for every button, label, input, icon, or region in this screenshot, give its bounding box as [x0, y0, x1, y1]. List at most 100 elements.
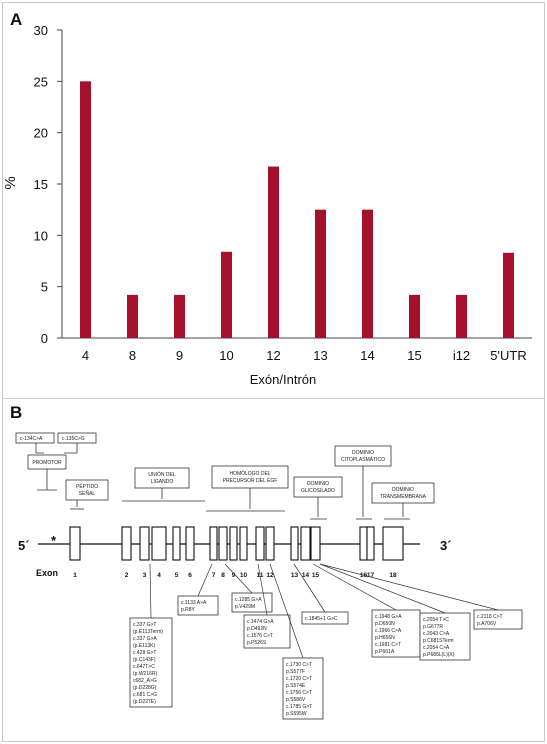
exon-number-1: 1 — [73, 572, 77, 579]
mutation-leader — [319, 563, 446, 614]
ligand-binding-label-2: LIGANDO — [151, 479, 174, 485]
x-axis-label: Exón/Intrón — [250, 372, 317, 387]
mutation-text: p.A706V — [477, 621, 497, 627]
exon-2 — [121, 526, 132, 561]
bar-4 — [80, 81, 91, 338]
y-axis-label: % — [2, 176, 19, 189]
y-tick-label: 15 — [34, 177, 48, 192]
exon-number-14: 14 — [302, 572, 310, 579]
mutation-text: p.P661A — [375, 649, 395, 655]
y-tick-label: 20 — [34, 126, 48, 141]
mutation-text: c.647T>C — [133, 664, 155, 670]
mutation-text: p.D492N — [247, 626, 267, 632]
mutation-text: p.C681STerm — [423, 638, 454, 644]
exon-13 — [290, 526, 299, 561]
mutation-text: c.1133 A>A — [181, 600, 207, 606]
ldlr-gene-diagram: c-134C>A c.135C>G PROMOTOR PÉPTIDO SEÑAL… — [15, 432, 523, 720]
signal-peptide-label-1: PÉPTIDO — [76, 483, 98, 490]
signal-peptide-box: PÉPTIDO SEÑAL — [65, 479, 109, 501]
bar-12 — [268, 166, 279, 338]
mutation-text: c682_A>G — [133, 678, 157, 684]
mutation-text: c.1966 C>A — [375, 628, 402, 634]
bar-15 — [409, 294, 420, 338]
three-prime-label: 3´ — [440, 538, 452, 553]
exon-number-13: 13 — [291, 572, 299, 579]
exon-number-9: 9 — [232, 572, 236, 579]
exon-12 — [265, 526, 275, 561]
panel-divider — [2, 398, 545, 399]
promoter-mutation-1: c-134C>A — [20, 436, 43, 442]
bar-chart: 0 5 10 15 20 25 30 4 8 9 10 12 13 14 15 i12 5'UTR % Exó… — [2, 23, 532, 387]
mutation-text: c.428 G>T — [133, 650, 156, 656]
mutation-text: p.P685L(L)(X) — [423, 652, 455, 658]
mutation-text: (p.D228G) — [133, 685, 157, 691]
mutation-text: c.1785 G>T — [286, 704, 312, 710]
exon-number-18: 18 — [389, 572, 397, 579]
panel-a-letter: A — [10, 10, 23, 29]
mutation-leader — [269, 563, 304, 659]
mutation-box-frame — [301, 611, 349, 625]
mutation-text: c.1720 C>T — [286, 676, 312, 682]
exon-number-2: 2 — [125, 572, 129, 579]
promoter-mutation-box-1: c-134C>A — [15, 432, 55, 444]
mutation-asterisk: * — [51, 533, 57, 548]
x-axis: 4 8 9 10 12 13 14 15 i12 5'UTR — [82, 348, 527, 363]
mutation-text: (p.C143F) — [133, 657, 156, 663]
promotor-label: PROMOTOR — [32, 460, 62, 466]
mutation-box-2: c.1285 G>Ap.V429M — [224, 563, 273, 613]
exon-number-7: 7 — [212, 572, 216, 579]
bar-14 — [362, 209, 373, 338]
mutation-text: p.V429M — [235, 604, 255, 610]
mutation-box-1: c.1133 A>Ap.R8Y — [177, 563, 219, 616]
exon-4 — [151, 526, 167, 561]
mutation-box-frame — [371, 609, 421, 658]
mutation-text: c.2054 T>C — [423, 617, 449, 623]
promoter-mutation-2: c.135C>G — [62, 436, 85, 442]
promoter-mutation-box-2: c.135C>G — [57, 432, 97, 444]
egf-homology-label-2: PRECURSOR DEL EGF — [223, 478, 278, 484]
mutation-box-frame — [473, 609, 523, 630]
mutation-text: c.1576 C>T — [247, 633, 273, 639]
domain-brackets — [37, 466, 410, 520]
bar-9 — [174, 294, 185, 338]
mutation-leader — [224, 563, 253, 594]
x-tick-label: 14 — [360, 348, 374, 363]
exon-17 — [366, 526, 375, 561]
mutation-box-8: c.337 G>T(p.E113Term)c.337 G>A(p.E113K)c… — [129, 563, 173, 708]
transmembrane-label-2: TRANSMEMBRANA — [380, 494, 427, 500]
mutation-text: p.P526S — [247, 640, 267, 646]
exon-14 — [300, 526, 311, 561]
mutation-text: c.2118 C>T — [477, 614, 503, 620]
mutation-text: c.1730 C>T — [286, 662, 312, 668]
panel-b-letter: B — [10, 403, 23, 422]
five-prime-label: 5´ — [18, 538, 30, 553]
exon-6 — [185, 526, 195, 561]
mutation-text: p.S595W — [286, 711, 307, 717]
exon-number-10: 10 — [240, 572, 248, 579]
mutation-text: (p.E113K) — [133, 643, 155, 649]
mutation-text: p.S577F — [286, 669, 305, 675]
mutation-box-frame — [243, 614, 291, 649]
exon-7 — [209, 526, 218, 561]
transmembrane-box: DOMINIO TRANSMEMBRANA — [371, 482, 435, 504]
mutation-box-frame — [231, 592, 273, 613]
mutation-text: c.1981 C>T — [375, 642, 401, 648]
mutation-text: p.S574E — [286, 683, 306, 689]
mutation-text: p.H656N — [375, 635, 395, 641]
promotor-domain-box: PROMOTOR — [27, 454, 67, 470]
mutation-text: c.1285 G>A — [235, 597, 262, 603]
bar-8 — [127, 294, 138, 338]
exon-number-3: 3 — [143, 572, 147, 579]
mutation-leader — [293, 563, 326, 613]
mutation-leader — [257, 563, 268, 616]
mutation-box-7: c.2118 C>Tp.A706V — [319, 563, 523, 630]
mutation-text: p.G677R — [423, 624, 443, 630]
mutation-leader — [149, 563, 152, 619]
bars — [80, 81, 514, 338]
cytoplasmic-box: DOMINIO CITOPLASMÁTICO — [334, 445, 392, 467]
exon-label: Exon — [36, 568, 58, 578]
